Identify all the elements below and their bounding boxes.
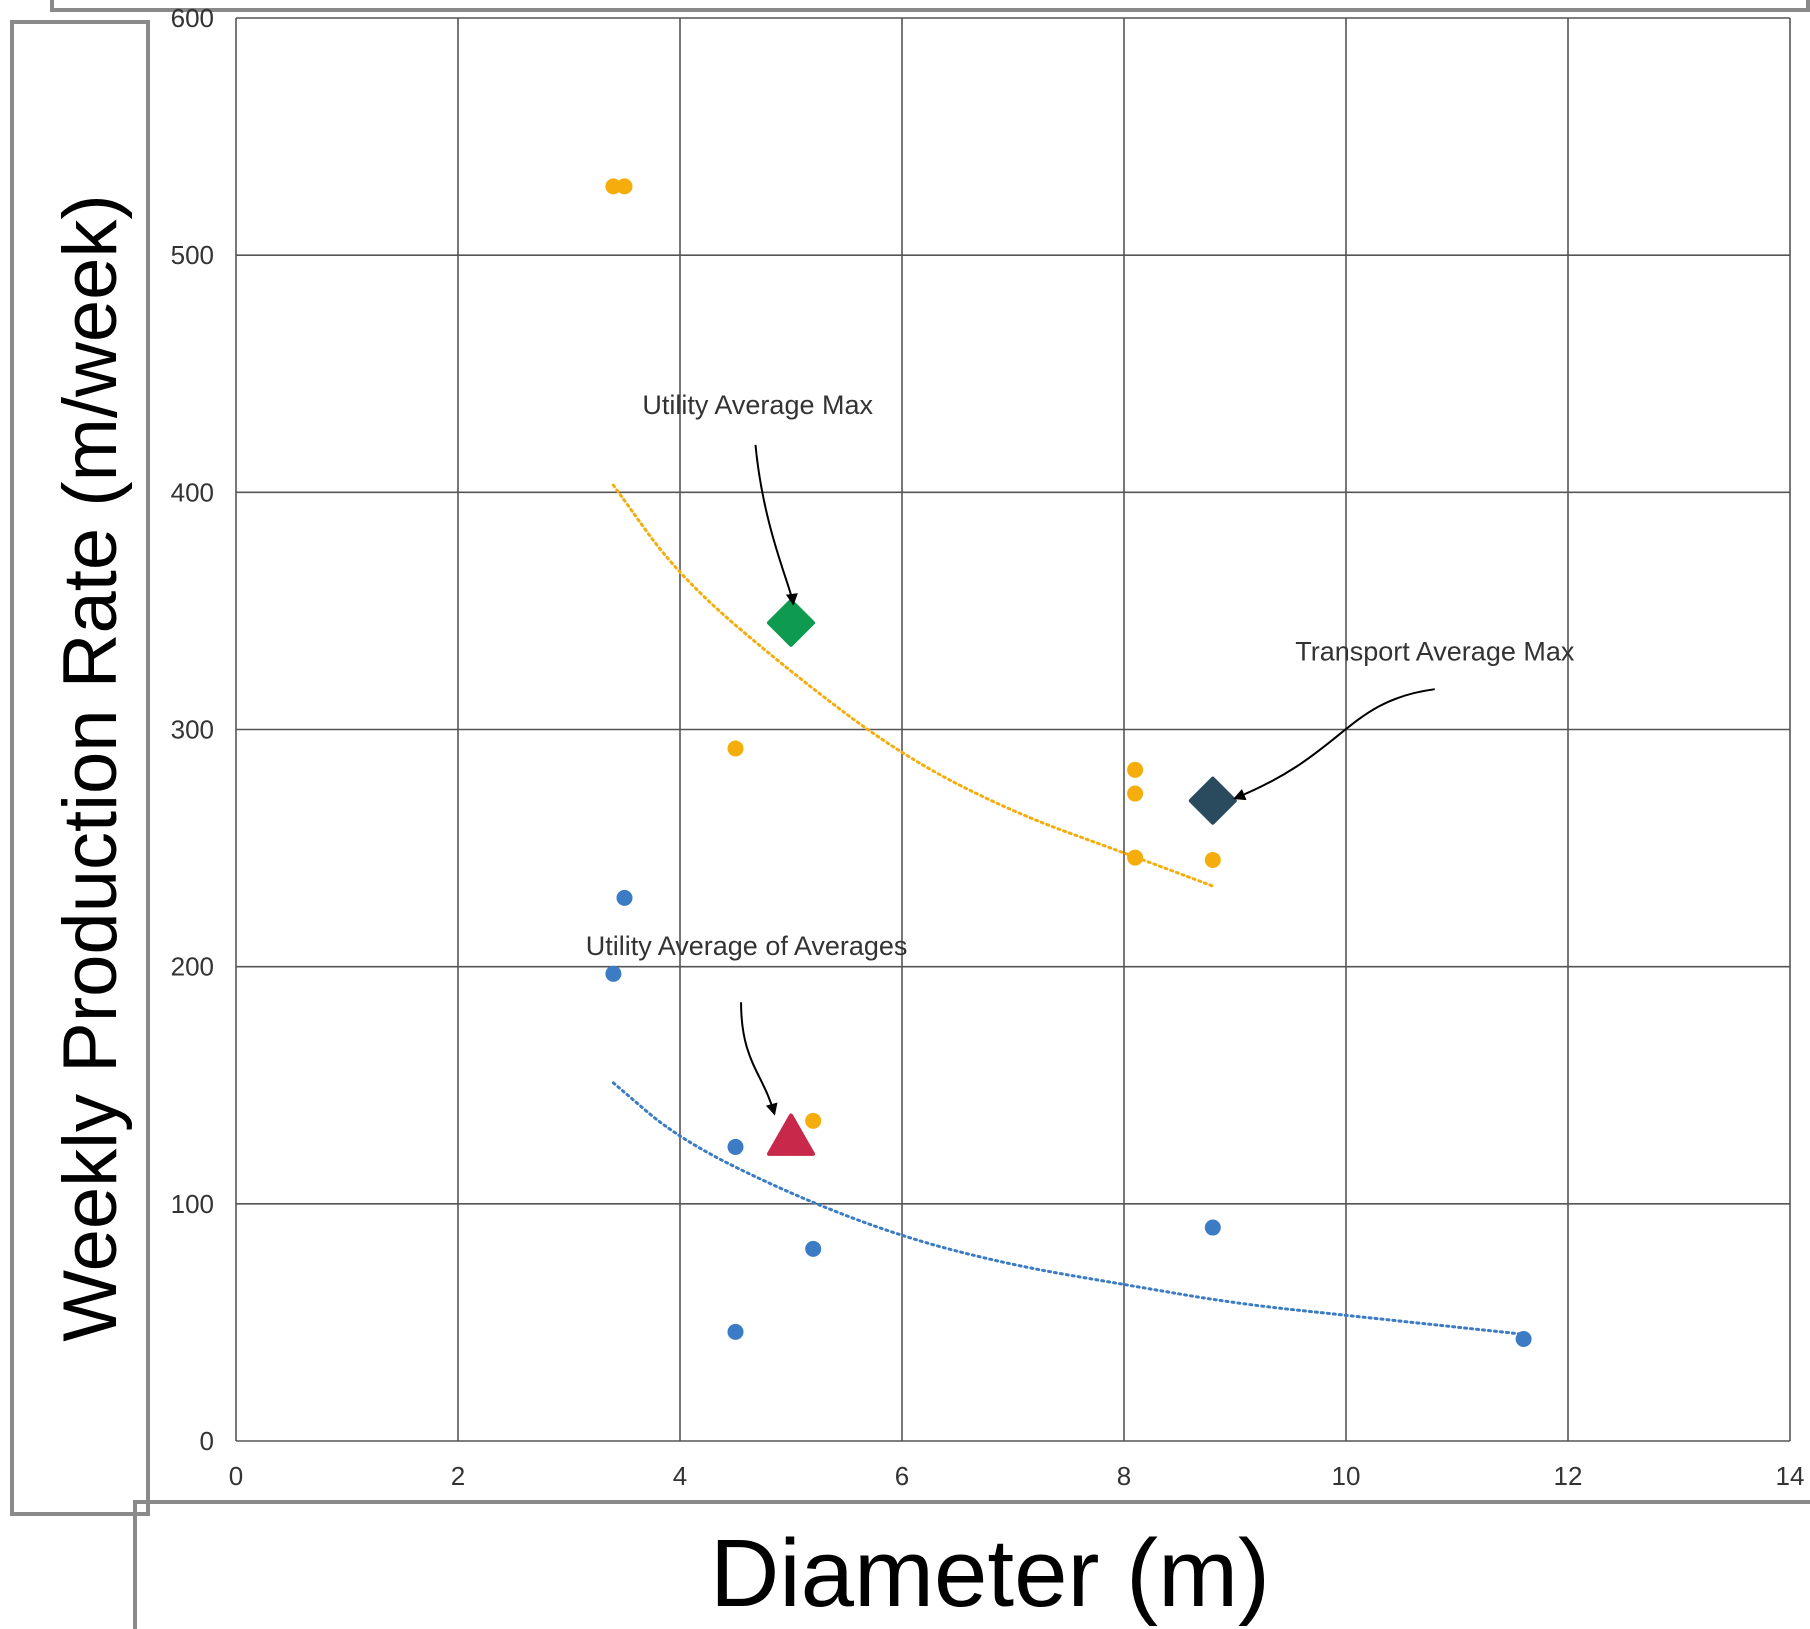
transport-point: [727, 740, 744, 757]
top-frame: [50, 0, 1810, 12]
x-tick-label: 2: [451, 1461, 465, 1491]
y-tick-label: 200: [171, 952, 214, 982]
y-tick-label: 500: [171, 240, 214, 270]
x-axis-ticks: 0 2 4 6 8 10 12 14: [229, 1461, 1805, 1491]
transport_avg_max-arrow: [1233, 688, 1435, 801]
y-tick-label: 100: [171, 1189, 214, 1219]
x-tick-label: 0: [229, 1461, 243, 1491]
x-axis-label: Diameter (m): [710, 1520, 1270, 1627]
x-axis-label-box: [133, 1500, 1810, 1629]
transport-point: [616, 178, 633, 195]
highlight-markers: [767, 598, 1237, 1156]
transport-trendline: [611, 483, 1215, 888]
trendlines: [611, 483, 1526, 1336]
utility_avg_max-marker: [767, 598, 815, 647]
utility-trendline: [611, 1081, 1526, 1336]
x-tick-label: 6: [895, 1461, 909, 1491]
transport_avg_max-annotation: Transport Average Max: [1295, 637, 1575, 667]
utility-point: [1515, 1331, 1532, 1348]
y-tick-label: 0: [200, 1426, 214, 1456]
y-axis-ticks: 0 100 200 300 400 500 600: [171, 3, 214, 1456]
utility_avg_of_avgs-annotation: Utility Average of Averages: [586, 931, 908, 961]
utility-point: [805, 1240, 822, 1257]
annotations: Utility Average Max Transport Average Max…: [586, 390, 1575, 1116]
x-tick-label: 10: [1332, 1461, 1361, 1491]
y-tick-label: 600: [171, 3, 214, 33]
utility_avg_of_avgs-arrow: [740, 1002, 778, 1116]
transport-point: [1204, 851, 1221, 868]
y-tick-label: 400: [171, 477, 214, 507]
utility_avg_of_avgs-marker: [767, 1113, 815, 1156]
utility_avg_max-arrow: [754, 444, 798, 606]
data-points: [605, 178, 1532, 1348]
transport-point: [605, 178, 622, 195]
y-tick-label: 300: [171, 715, 214, 745]
utility_avg_max-annotation: Utility Average Max: [642, 390, 873, 420]
grid: [235, 17, 1791, 1442]
utility-point: [605, 965, 622, 982]
x-tick-label: 14: [1776, 1461, 1805, 1491]
x-tick-label: 8: [1117, 1461, 1131, 1491]
x-tick-label: 4: [673, 1461, 687, 1491]
transport-point: [1127, 761, 1144, 778]
x-tick-label: 12: [1554, 1461, 1583, 1491]
utility-point: [616, 889, 633, 906]
transport-point: [805, 1112, 822, 1129]
utility-point: [1204, 1219, 1221, 1236]
y-axis-label-box: [10, 20, 150, 1516]
transport-point: [1127, 785, 1144, 802]
utility-point: [727, 1138, 744, 1155]
transport-point: [1127, 849, 1144, 866]
transport_avg_max-marker: [1188, 776, 1237, 825]
y-axis-label: Weekly Production Rate (m/week): [48, 194, 133, 1341]
utility-point: [727, 1323, 744, 1340]
